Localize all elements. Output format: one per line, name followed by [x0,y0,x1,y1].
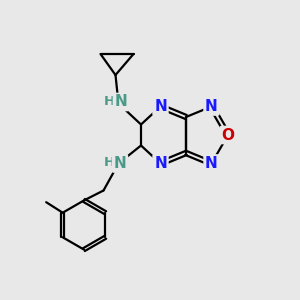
Text: N: N [115,94,127,110]
Text: N: N [154,156,167,171]
Text: H: H [104,155,115,169]
Text: O: O [221,128,235,142]
Text: N: N [205,99,218,114]
Text: N: N [205,156,218,171]
Text: N: N [114,156,126,171]
Text: H: H [104,94,115,108]
Text: N: N [154,99,167,114]
